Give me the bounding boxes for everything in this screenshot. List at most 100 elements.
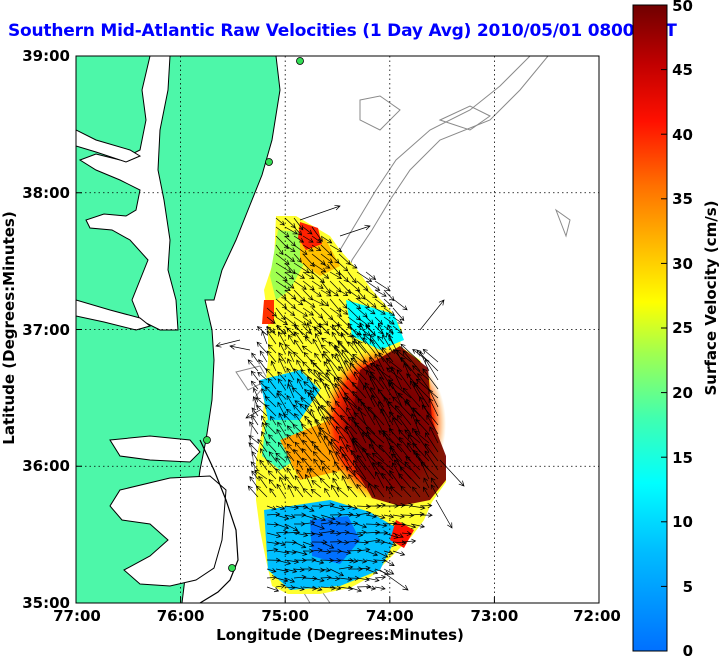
velocity-arrow-icon <box>320 557 335 563</box>
station-marker-icon[interactable] <box>265 158 273 166</box>
velocity-arrow-icon <box>284 280 295 289</box>
velocity-arrow-icon <box>294 441 304 453</box>
x-tick-label: 77:00 <box>53 607 101 625</box>
velocity-arrow-icon <box>356 584 372 590</box>
velocity-arrow-icon <box>284 577 296 583</box>
y-tick-label: 38:00 <box>22 184 70 202</box>
velocity-arrow-icon <box>369 334 385 354</box>
velocity-arrow-icon <box>374 574 387 580</box>
velocity-arrow-icon <box>412 407 430 426</box>
velocity-arrow-icon <box>311 586 323 592</box>
velocity-arrow-icon <box>317 405 331 426</box>
velocity-arrow-icon <box>334 344 349 372</box>
station-marker-icon[interactable] <box>296 57 304 65</box>
velocity-arrow-icon <box>368 482 376 498</box>
velocity-arrow-icon <box>276 428 286 444</box>
velocity-arrow-icon <box>385 485 394 498</box>
velocity-arrow-icon <box>254 469 268 480</box>
velocity-arrow-icon <box>356 483 367 498</box>
velocity-arrow-icon <box>402 350 421 372</box>
x-tick-label: 74:00 <box>366 607 414 625</box>
colorbar-tick-label: 5 <box>683 578 693 596</box>
velocity-arrow-icon <box>284 217 296 229</box>
velocity-arrow-icon <box>397 392 412 408</box>
velocity-arrow-icon <box>258 359 268 372</box>
velocity-arrow-icon <box>365 558 378 564</box>
velocity-arrow-icon <box>331 353 340 363</box>
velocity-arrow-icon <box>396 369 412 390</box>
velocity-arrow-icon <box>312 450 322 462</box>
velocity-arrows <box>215 204 465 593</box>
velocity-arrow-icon <box>401 523 417 529</box>
x-tick-label: 72:00 <box>573 607 621 625</box>
velocity-arrow-icon <box>284 549 297 555</box>
velocity-arrow-icon <box>256 404 268 417</box>
velocity-arrow-icon <box>302 307 315 316</box>
velocity-arrow-icon <box>335 425 349 444</box>
velocity-arrow-icon <box>339 435 349 453</box>
velocity-arrow-icon <box>322 350 340 372</box>
velocity-arrow-icon <box>275 514 290 521</box>
velocity-arrow-icon <box>261 421 268 435</box>
velocity-arrow-icon <box>368 443 385 462</box>
velocity-arrow-icon <box>303 381 313 390</box>
velocity-arrow-icon <box>256 341 268 354</box>
velocity-arrow-icon <box>266 459 277 471</box>
velocity-arrow-icon <box>425 432 439 453</box>
velocity-arrow-icon <box>302 557 317 563</box>
velocity-arrow-icon <box>400 485 412 498</box>
velocity-arrow-icon <box>279 341 286 354</box>
velocity-arrow-icon <box>315 332 322 345</box>
velocity-arrow-icon <box>413 382 430 408</box>
velocity-arrow-icon <box>383 559 395 567</box>
velocity-arrow-icon <box>374 585 386 591</box>
velocity-arrow-icon <box>392 417 403 435</box>
y-tick-label: 36:00 <box>22 457 70 475</box>
velocity-arrow-icon <box>310 488 322 498</box>
velocity-arrow-icon <box>390 380 403 408</box>
velocity-arrow-icon <box>410 505 426 511</box>
velocity-arrow-icon <box>369 338 385 363</box>
velocity-arrow-icon <box>266 532 282 538</box>
velocity-arrow-icon <box>336 487 349 498</box>
velocity-arrow-icon <box>365 568 379 575</box>
velocity-arrow-icon <box>311 577 325 583</box>
velocity-arrow-icon <box>423 486 430 498</box>
colorbar-tick-label: 20 <box>672 384 693 402</box>
colorbar-ticks <box>661 69 667 587</box>
velocity-arrow-icon <box>261 330 268 345</box>
station-marker-icon[interactable] <box>228 564 236 572</box>
velocity-arrow-icon <box>424 443 439 462</box>
velocity-arrow-icon <box>284 226 298 235</box>
velocity-arrow-icon <box>374 353 385 372</box>
velocity-arrow-icon <box>365 452 385 471</box>
velocity-arrow-icon <box>302 316 313 324</box>
velocity-arrow-icon <box>285 408 295 417</box>
velocity-arrow-icon <box>264 386 277 399</box>
velocity-arrow-icon <box>284 289 297 300</box>
velocity-arrow-icon <box>342 396 367 417</box>
velocity-arrow-icon <box>293 307 308 317</box>
velocity-arrow-icon <box>374 514 386 520</box>
station-marker-icon[interactable] <box>203 436 211 444</box>
velocity-arrow-icon <box>292 423 304 435</box>
velocity-arrow-icon <box>365 289 378 298</box>
velocity-arrow-icon <box>250 461 259 471</box>
velocity-arrow-icon <box>249 421 259 435</box>
velocity-arrow-icon <box>291 387 304 399</box>
velocity-arrow-icon <box>374 289 387 297</box>
velocity-arrow-icon <box>261 430 268 444</box>
velocity-arrow-icon <box>361 432 385 453</box>
x-axis-label: Longitude (Degrees:Minutes) <box>216 626 464 644</box>
velocity-arrow-icon <box>320 549 332 555</box>
velocity-arrow-icon <box>374 557 387 563</box>
velocity-arrow-icon <box>259 459 268 471</box>
colorbar-tick-label: 50 <box>672 0 693 15</box>
velocity-arrow-icon <box>338 512 354 518</box>
velocity-arrow-icon <box>304 336 313 345</box>
velocity-arrow-icon <box>365 369 376 390</box>
velocity-arrow-icon <box>386 367 403 381</box>
velocity-arrow-icon <box>392 396 412 417</box>
velocity-arrow-icon <box>286 467 295 480</box>
velocity-arrow-icon <box>338 585 354 591</box>
